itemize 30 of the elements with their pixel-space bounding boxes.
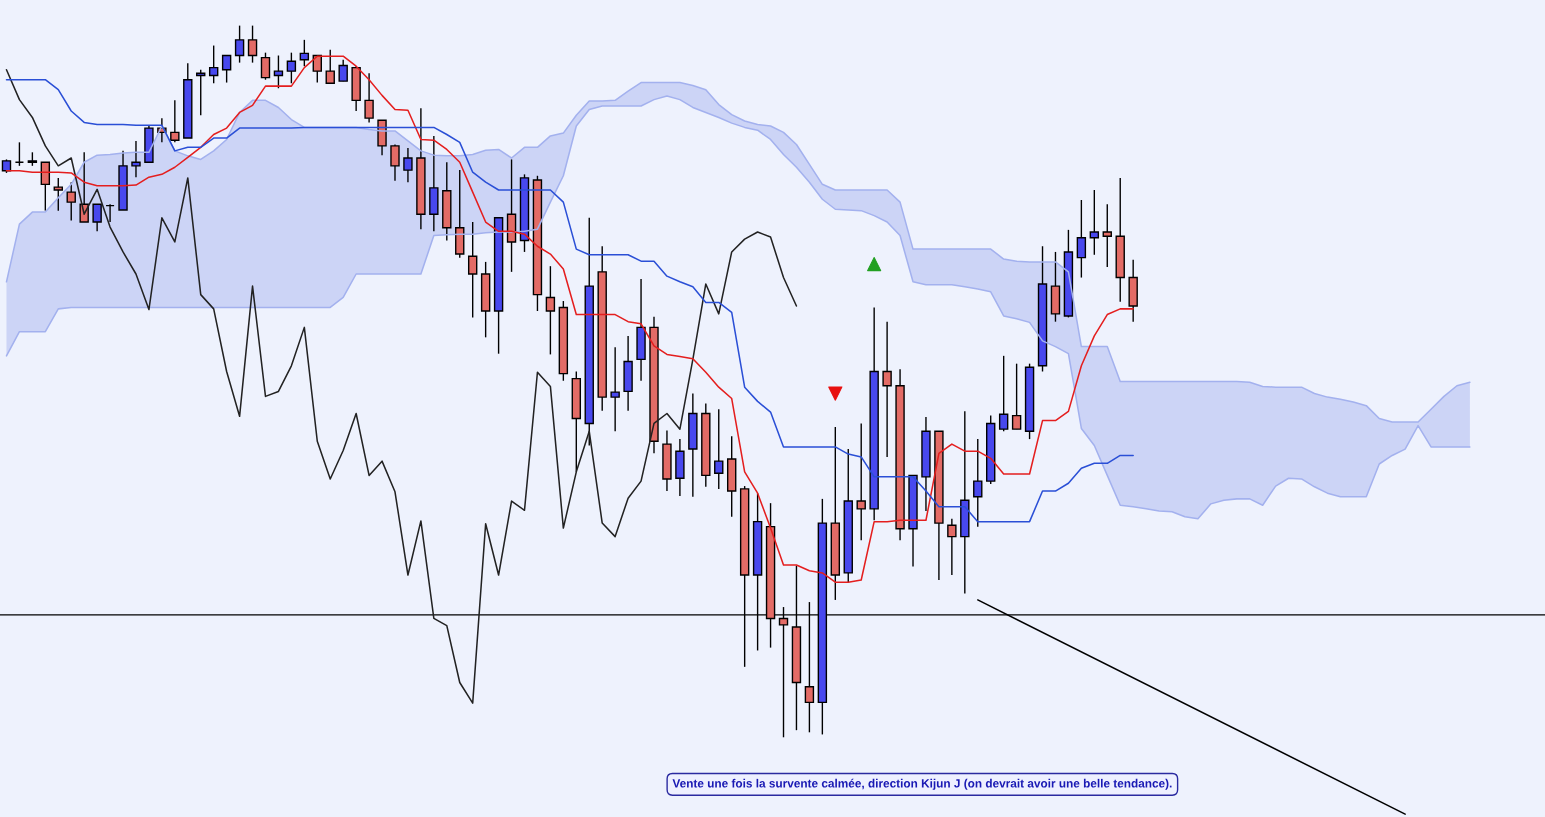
candlestick — [221, 54, 232, 84]
candlestick — [998, 355, 1009, 432]
candlestick — [714, 408, 724, 490]
candlestick — [92, 203, 102, 232]
candlestick — [1102, 203, 1112, 268]
candlestick — [53, 177, 63, 212]
candlestick — [610, 346, 620, 432]
candlestick — [260, 51, 271, 81]
candlestick — [247, 24, 258, 64]
candlestick — [286, 51, 297, 84]
candlestick — [973, 438, 983, 528]
candlestick — [390, 143, 400, 182]
candlestick — [403, 147, 413, 183]
candlestick — [170, 99, 180, 144]
candlestick — [1089, 189, 1100, 256]
candlestick — [273, 54, 284, 89]
candlestick — [338, 59, 348, 82]
candlestick — [1076, 199, 1087, 279]
candlestick — [325, 49, 335, 84]
candlestick — [1011, 362, 1022, 430]
candlestick — [208, 44, 219, 84]
candlestick — [234, 24, 245, 64]
candlestick — [947, 518, 957, 576]
candlestick — [882, 320, 892, 458]
candlestick — [131, 140, 141, 178]
candlestick — [856, 422, 866, 541]
candlestick — [364, 72, 374, 124]
candlestick — [545, 265, 556, 356]
candlestick — [467, 221, 478, 319]
text: Vente une fois la survente calmée, direction Kijun J (on devrait avoir une belle tendance). — [672, 778, 1172, 790]
